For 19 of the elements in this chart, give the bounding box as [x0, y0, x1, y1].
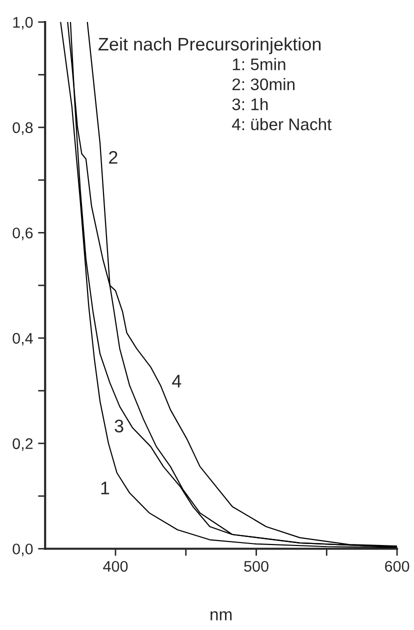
- x-tick-label: 400: [103, 560, 128, 572]
- annotation: 3: 1h: [232, 98, 268, 110]
- annotation: 4: [172, 374, 182, 388]
- y-tick-label: 0,8: [12, 122, 33, 135]
- y-tick-label: 0,2: [12, 438, 33, 451]
- y-tick-label: 1,0: [13, 16, 33, 30]
- annotation: Zeit nach Precursorinjektion: [98, 37, 321, 54]
- annotation: 2: [109, 151, 118, 164]
- y-tick-label: 0,4: [12, 332, 33, 346]
- annotation: 1: 5min: [232, 58, 286, 70]
- x-tick-label: 600: [385, 560, 410, 572]
- annotation: 2: 30min: [232, 78, 294, 90]
- annotation: 1: [101, 482, 110, 494]
- x-axis-title: nm: [210, 611, 232, 620]
- y-tick-label: 0,6: [12, 228, 33, 240]
- annotation: 3: [114, 420, 124, 432]
- y-tick-label: 0,0: [12, 544, 33, 556]
- x-tick-label: 500: [244, 560, 268, 572]
- annotation: 4: über Nacht: [232, 118, 332, 130]
